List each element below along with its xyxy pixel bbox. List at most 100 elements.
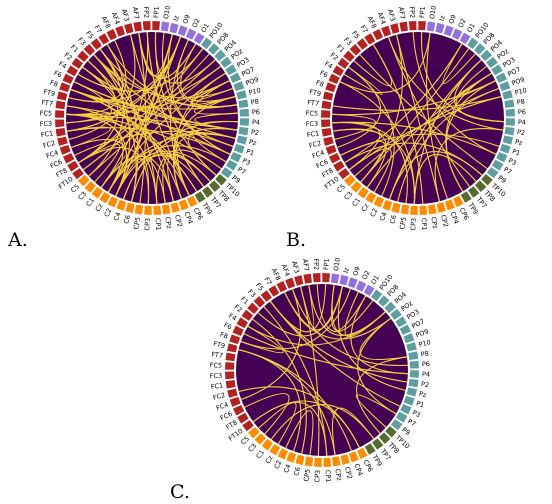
- node-segment: [208, 43, 220, 55]
- node-segment: [91, 186, 103, 199]
- node-label: CP1: [154, 218, 163, 231]
- node-segment: [225, 352, 236, 362]
- node-segment: [399, 21, 408, 32]
- node-label: O10: [162, 5, 172, 19]
- node-segment: [99, 191, 111, 204]
- connection: [173, 96, 236, 199]
- node-segment: [400, 403, 412, 415]
- connectivity-circle: FP2 FP1 O10 Iz O9O2O1PO10PO8PO4POzPO3PO7PO9P…: [306, 5, 528, 230]
- connection: [269, 300, 401, 407]
- node-label: O2: [191, 17, 202, 29]
- node-label: FC3: [40, 120, 53, 129]
- node-segment: [486, 56, 498, 68]
- node-segment: [233, 143, 245, 154]
- node-segment: [357, 186, 369, 199]
- node-label: F3: [76, 36, 87, 47]
- node-segment: [491, 64, 503, 76]
- node-label: CP3: [313, 470, 322, 483]
- node-segment: [225, 371, 235, 380]
- node-label: F3: [342, 36, 353, 47]
- node-segment: [390, 419, 403, 431]
- node-label: FC1: [210, 381, 224, 391]
- node-label: O1: [369, 274, 381, 286]
- node-label: C6: [122, 214, 132, 224]
- node-label: C3: [247, 442, 259, 454]
- node-label: FT9: [42, 88, 55, 99]
- node-segment: [84, 181, 96, 193]
- node-label: P10: [248, 86, 262, 97]
- node-label: CP5: [132, 216, 142, 230]
- connection: [332, 96, 502, 111]
- node-segment: [72, 168, 84, 180]
- node-label: Iz: [172, 14, 181, 22]
- connection: [66, 81, 112, 132]
- node-label: F3: [246, 288, 257, 299]
- node-segment: [409, 370, 419, 378]
- node-segment: [321, 119, 331, 128]
- node-segment: [460, 191, 472, 203]
- node-segment: [399, 324, 411, 335]
- connection: [357, 317, 397, 415]
- node-label: AF3: [386, 8, 397, 22]
- node-segment: [391, 202, 401, 214]
- node-label: C2: [273, 459, 284, 470]
- node-label: P4: [518, 118, 526, 126]
- node-segment: [208, 180, 221, 192]
- connection: [66, 127, 231, 155]
- connection: [339, 32, 431, 94]
- connection: [130, 34, 190, 196]
- node-segment: [162, 204, 171, 215]
- connectivity-circle: FP2 FP1 O10 Iz O9O2O1PO10PO8PO4POzPO3PO7PO9P…: [40, 5, 262, 230]
- connection: [387, 37, 471, 188]
- node-label: C2: [369, 207, 380, 218]
- node-segment: [294, 275, 304, 286]
- connection: [240, 325, 284, 354]
- node-segment: [124, 23, 134, 34]
- node-label: CP5: [302, 468, 312, 482]
- node-label: FC2: [42, 139, 56, 150]
- connection: [70, 89, 231, 155]
- node-segment: [268, 285, 280, 297]
- node-label: F1: [335, 43, 346, 54]
- node-label: AF7: [301, 258, 311, 271]
- node-segment: [229, 334, 241, 345]
- node-segment: [225, 64, 237, 76]
- node-segment: [55, 119, 65, 128]
- node-segment: [486, 167, 499, 179]
- connection: [270, 404, 375, 440]
- connection: [99, 48, 238, 108]
- node-label: F5: [254, 281, 265, 292]
- node-label: AF3: [120, 8, 131, 22]
- node-segment: [125, 202, 135, 214]
- node-segment: [453, 195, 464, 207]
- node-segment: [348, 451, 359, 463]
- node-segment: [229, 72, 241, 83]
- node-label: FC1: [306, 129, 320, 139]
- node-segment: [90, 38, 102, 50]
- node-label: C6: [388, 214, 398, 224]
- node-label: F1: [239, 295, 250, 306]
- node-label: P3: [411, 409, 422, 420]
- node-segment: [505, 118, 515, 126]
- connection: [360, 48, 470, 183]
- node-label: F5: [350, 29, 361, 40]
- node-label: P8: [250, 97, 259, 106]
- node-label: CP4: [183, 211, 195, 226]
- node-segment: [384, 301, 396, 314]
- node-label: FC2: [308, 139, 322, 150]
- node-label: FC4: [45, 149, 59, 161]
- node-segment: [236, 90, 247, 100]
- node-segment: [236, 135, 248, 145]
- node-label: F8: [49, 79, 59, 89]
- node-label: FT9: [308, 88, 321, 99]
- node-segment: [491, 159, 504, 171]
- connection: [372, 44, 424, 204]
- node-segment: [325, 82, 337, 93]
- node-segment: [323, 136, 334, 146]
- connection: [70, 89, 190, 196]
- node-segment: [232, 325, 244, 337]
- connection: [360, 34, 403, 183]
- node-label: FP2: [408, 6, 417, 18]
- node-segment: [328, 73, 340, 85]
- node-segment: [349, 44, 362, 56]
